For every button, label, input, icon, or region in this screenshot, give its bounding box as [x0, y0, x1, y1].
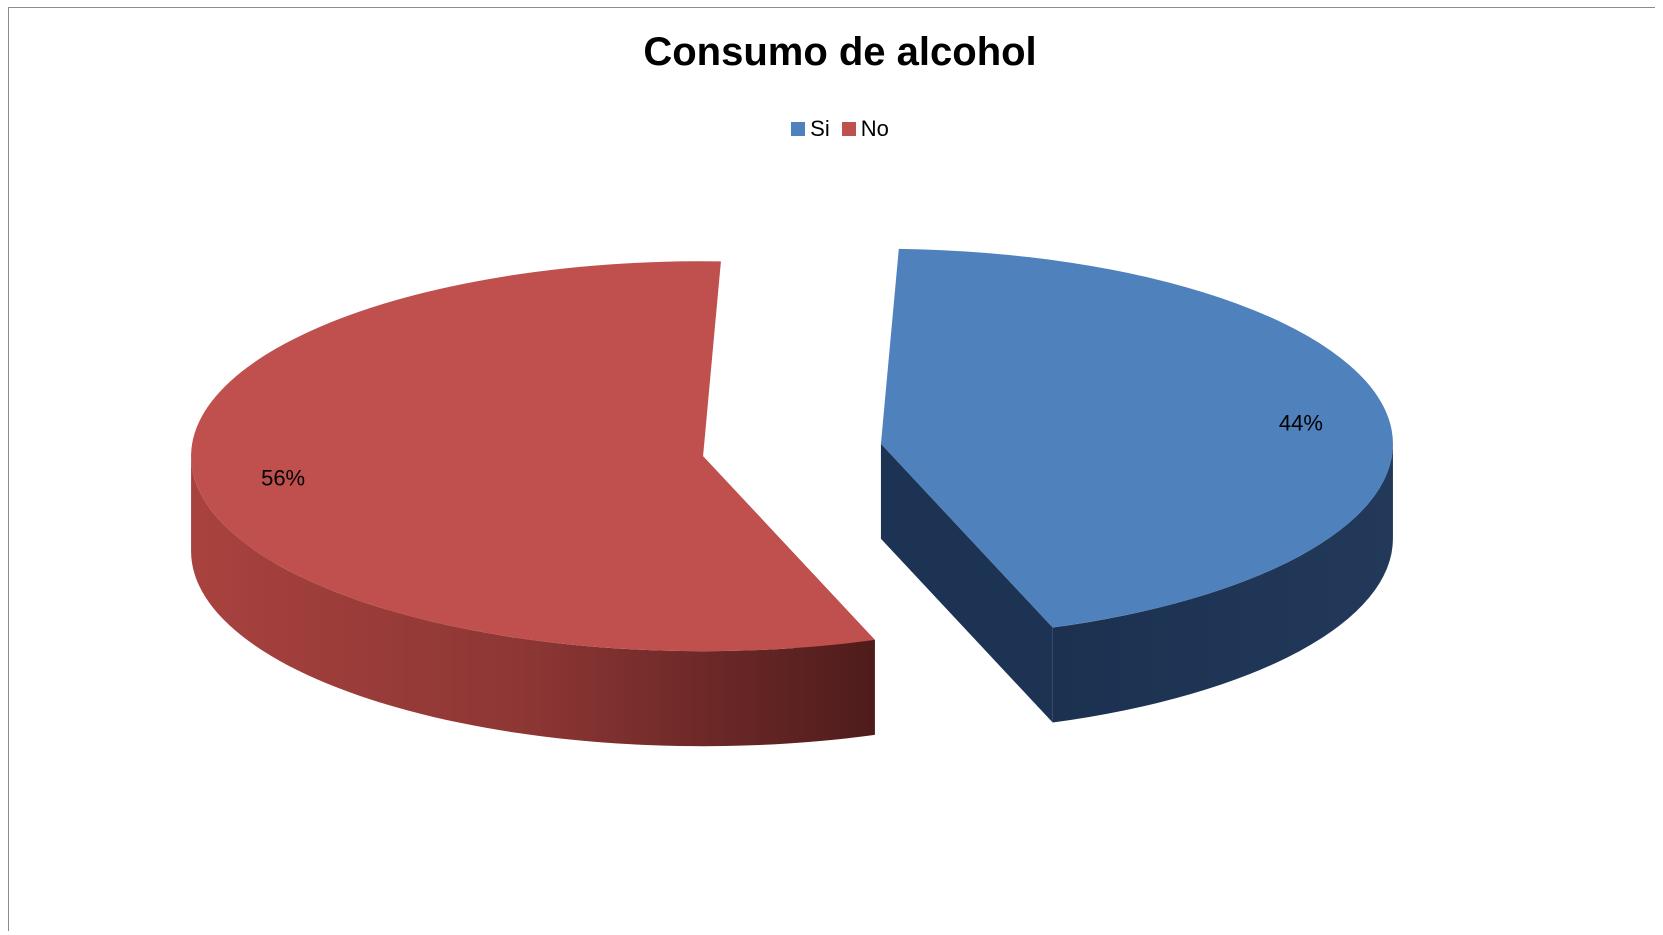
- legend-swatch-no: [841, 122, 856, 136]
- legend-swatch-si: [791, 122, 806, 136]
- pie-slice-si: 44%: [880, 248, 1393, 723]
- slice-top-si: [880, 248, 1393, 628]
- pie-slice-no: 56%: [191, 261, 875, 747]
- chart-legend: Si No: [0, 116, 1663, 142]
- legend-label-si: Si: [810, 116, 830, 141]
- slice-side-wall-si: [1052, 443, 1393, 723]
- slice-side-wall-no: [191, 456, 875, 747]
- legend-item-si: Si: [791, 116, 830, 142]
- slice-cut-face-si: [880, 443, 1053, 723]
- data-label-no: 56%: [261, 466, 305, 491]
- slice-top-no: [191, 261, 875, 652]
- legend-label-no: No: [860, 116, 889, 141]
- legend-item-no: No: [841, 116, 889, 142]
- chart-title: Consumo de alcohol: [643, 30, 1037, 74]
- data-label-si: 44%: [1279, 410, 1323, 435]
